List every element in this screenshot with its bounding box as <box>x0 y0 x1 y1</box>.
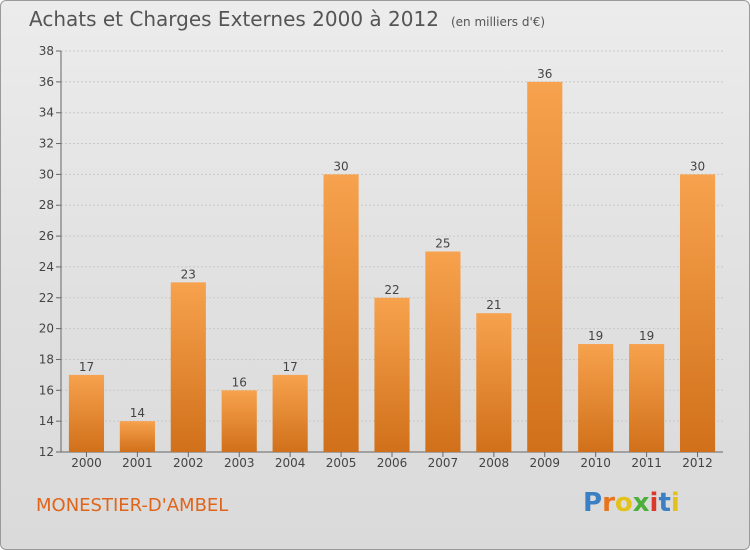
y-tick-label: 22 <box>39 291 54 305</box>
x-tick-label: 2008 <box>479 456 510 470</box>
bar <box>221 390 257 452</box>
brand-letter: i <box>649 488 659 518</box>
brand-letter: x <box>632 488 650 518</box>
bar <box>679 174 716 452</box>
bar <box>272 374 308 452</box>
y-tick-label: 34 <box>39 106 54 120</box>
y-tick-label: 26 <box>39 229 54 243</box>
y-tick-label: 36 <box>39 75 54 89</box>
chart-subtitle: (en milliers d'€) <box>450 15 546 29</box>
x-tick-label: 2012 <box>682 456 713 470</box>
bar <box>476 313 512 452</box>
brand-letter: i <box>670 488 680 518</box>
y-tick-label: 12 <box>39 445 54 459</box>
x-tick-label: 2009 <box>529 456 560 470</box>
x-tick-label: 2006 <box>377 456 408 470</box>
bar-value-label: 36 <box>537 67 552 81</box>
bar-value-label: 21 <box>486 298 501 312</box>
y-tick-label: 32 <box>39 137 54 151</box>
y-tick-label: 20 <box>39 322 54 336</box>
chart-title: Achats et Charges Externes 2000 à 2012 (e… <box>29 7 545 31</box>
bar-value-label: 17 <box>283 360 298 374</box>
y-tick-label: 28 <box>39 198 54 212</box>
x-tick-label: 2003 <box>224 456 255 470</box>
x-tick-label: 2011 <box>631 456 662 470</box>
y-tick-label: 24 <box>39 260 54 274</box>
bar-value-label: 30 <box>333 159 348 173</box>
bar <box>425 251 461 452</box>
y-tick-label: 16 <box>39 383 54 397</box>
bar <box>629 344 665 452</box>
x-tick-label: 2001 <box>122 456 153 470</box>
y-tick-label: 18 <box>39 352 54 366</box>
title-text: Achats et Charges Externes 2000 à 2012 <box>29 7 439 31</box>
bar-value-label: 19 <box>588 329 603 343</box>
commune-name: MONESTIER-D'AMBEL <box>36 495 229 516</box>
brand-letter: o <box>614 488 633 518</box>
brand-letter: P <box>583 488 603 518</box>
x-tick-label: 2004 <box>275 456 306 470</box>
bar-value-label: 17 <box>79 360 94 374</box>
bar-value-label: 25 <box>435 237 450 251</box>
brand-letter: r <box>602 488 615 518</box>
x-tick-label: 2002 <box>173 456 204 470</box>
bar-value-label: 16 <box>232 375 247 389</box>
bar-value-label: 30 <box>690 159 705 173</box>
x-tick-label: 2005 <box>326 456 357 470</box>
bar <box>374 297 410 452</box>
bar <box>68 374 105 452</box>
bar-value-label: 19 <box>639 329 654 343</box>
x-tick-label: 2010 <box>580 456 611 470</box>
x-tick-label: 2000 <box>71 456 102 470</box>
bar <box>170 282 206 452</box>
y-tick-label: 38 <box>39 44 54 58</box>
brand-logo: Proxiti <box>583 488 680 518</box>
bar <box>323 174 359 452</box>
bar <box>578 344 614 452</box>
bar-value-label: 23 <box>181 267 196 281</box>
y-tick-label: 14 <box>39 414 54 428</box>
x-tick-label: 2007 <box>428 456 459 470</box>
bar-value-label: 14 <box>130 406 145 420</box>
bar <box>119 421 155 452</box>
bar-value-label: 22 <box>384 283 399 297</box>
y-tick-label: 30 <box>39 167 54 181</box>
brand-letter: t <box>658 488 671 518</box>
bar <box>527 81 563 452</box>
